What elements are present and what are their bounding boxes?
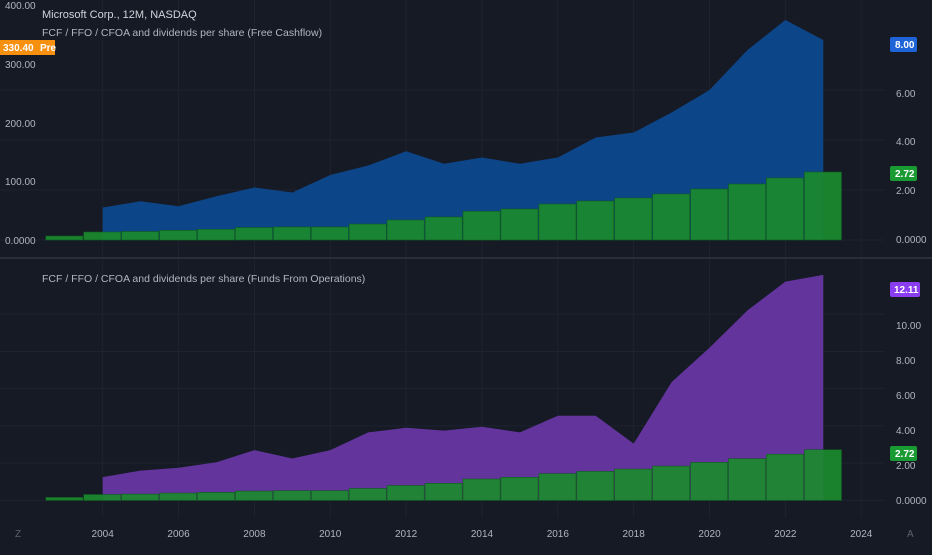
- ffo-value-text: 12.11: [894, 285, 919, 296]
- x-tick-label: 2014: [471, 529, 494, 540]
- pane1-title: FCF / FFO / CFOA and dividends per share…: [42, 27, 322, 39]
- dividend-value-badge-pane1: 2.72: [890, 166, 917, 181]
- dividend-bar: [539, 474, 576, 501]
- price-badge[interactable]: 330.40: [0, 40, 37, 55]
- dividend-bar: [501, 209, 538, 240]
- dividend-bar: [653, 194, 690, 240]
- symbol-title: Microsoft Corp., 12M, NASDAQ: [42, 9, 197, 21]
- dividend-bar: [729, 184, 766, 240]
- right-tick: 4.00: [896, 137, 916, 148]
- dividend-bar: [311, 491, 348, 501]
- dividend-bar: [273, 227, 310, 240]
- right-tick: 6.00: [896, 391, 916, 402]
- left-tick: 400.00: [5, 1, 36, 12]
- dividend-bar: [615, 198, 652, 240]
- x-tick-label: 2018: [623, 529, 646, 540]
- right-axis-pane2[interactable]: 10.00 8.00 6.00 4.00 2.00 0.0000: [896, 321, 927, 507]
- ffo-value-badge: 12.11: [890, 282, 920, 297]
- fcf-value-badge: 8.00: [890, 37, 917, 52]
- x-tick-label: 2020: [698, 529, 721, 540]
- left-tick: 0.0000: [5, 236, 36, 247]
- dividend-bar: [84, 232, 121, 240]
- dividend-bar: [235, 228, 272, 241]
- timezone-icon[interactable]: Z: [15, 529, 21, 540]
- dividend-bar: [577, 471, 614, 500]
- dividend-bar: [122, 232, 159, 241]
- dividend-bar: [160, 493, 197, 500]
- x-tick-label: 2016: [547, 529, 570, 540]
- dividend-bar: [198, 229, 235, 240]
- dividend-bar: [653, 466, 690, 500]
- x-axis[interactable]: 2004 2006 2008 2010 2012 2014 2016 2018 2020 2022…: [92, 529, 873, 540]
- left-tick: 100.00: [5, 177, 36, 188]
- right-tick: 2.00: [896, 461, 916, 472]
- left-axis[interactable]: 400.00 300.00 200.00 100.00 0.0000: [5, 1, 36, 247]
- dividend-bar: [46, 236, 83, 240]
- pane2-title: FCF / FFO / CFOA and dividends per share…: [42, 273, 365, 285]
- dividend-bar: [84, 495, 121, 501]
- dividend-bar: [615, 469, 652, 500]
- dividend-bar: [349, 489, 386, 501]
- dividend-bar: [425, 483, 462, 500]
- x-tick-label: 2022: [774, 529, 797, 540]
- dividend-bar: [691, 462, 728, 500]
- dividend-bar: [235, 491, 272, 500]
- pre-badge-text: Pre: [40, 43, 57, 54]
- dividend-bar: [160, 230, 197, 240]
- left-tick: 200.00: [5, 119, 36, 130]
- dividend-bar: [122, 494, 159, 500]
- pre-badge[interactable]: Pre: [37, 40, 57, 55]
- dividend-bar: [766, 178, 803, 240]
- right-tick: 8.00: [896, 356, 916, 367]
- price-badge-text: 330.40: [3, 43, 34, 54]
- auto-scale-icon[interactable]: A: [907, 529, 914, 540]
- x-tick-label: 2012: [395, 529, 418, 540]
- dividend-bar: [463, 479, 500, 500]
- dividend-bar: [766, 454, 803, 500]
- x-tick-label: 2004: [92, 529, 115, 540]
- right-tick: 0.0000: [896, 496, 927, 507]
- dividend-bar: [539, 204, 576, 240]
- x-tick-label: 2008: [243, 529, 266, 540]
- x-tick-label: 2006: [167, 529, 190, 540]
- dividend-bar: [691, 189, 728, 240]
- dividend-bar: [501, 477, 538, 500]
- dividend-bar: [311, 227, 348, 240]
- dividend-value-text: 2.72: [895, 449, 915, 460]
- dividend-bar: [198, 492, 235, 500]
- dividend-bar: [46, 497, 83, 500]
- right-tick: 10.00: [896, 321, 921, 332]
- right-tick: 2.00: [896, 186, 916, 197]
- dividend-bar: [463, 211, 500, 240]
- dividend-bar: [387, 486, 424, 501]
- right-tick: 0.0000: [896, 235, 927, 246]
- dividend-bar: [273, 491, 310, 501]
- dividend-bar: [577, 201, 614, 240]
- dividend-bar: [425, 217, 462, 240]
- dividend-bar: [349, 224, 386, 240]
- chart-marks: [46, 20, 842, 501]
- x-tick-label: 2024: [850, 529, 873, 540]
- right-tick: 6.00: [896, 89, 916, 100]
- fcf-value-text: 8.00: [895, 40, 915, 51]
- dividend-bar: [804, 450, 841, 501]
- dividend-bar: [729, 459, 766, 501]
- dividend-bar: [804, 172, 841, 240]
- x-tick-label: 2010: [319, 529, 342, 540]
- dividend-bar: [387, 220, 424, 240]
- left-tick: 300.00: [5, 60, 36, 71]
- dividend-value-badge-pane2: 2.72: [890, 446, 917, 461]
- right-tick: 4.00: [896, 426, 916, 437]
- dividend-value-text: 2.72: [895, 169, 915, 180]
